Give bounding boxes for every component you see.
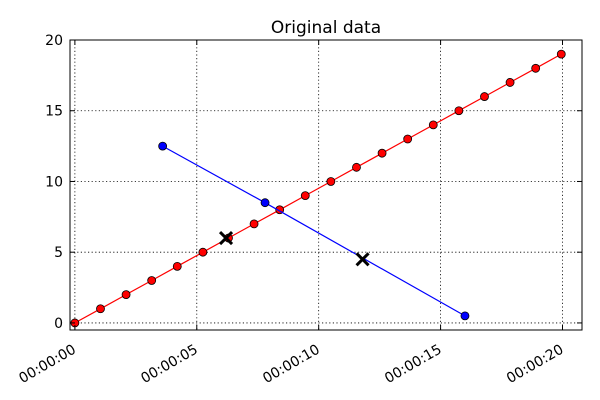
series-0-point: [172, 261, 182, 271]
series-0-point: [403, 134, 413, 144]
series-1-line: [162, 145, 466, 317]
series-0-line: [74, 53, 562, 324]
series-0-point: [377, 148, 387, 158]
series-0-point: [300, 191, 310, 201]
series-0-point: [454, 106, 464, 116]
series-0-point: [147, 276, 157, 285]
chart-title: Original data: [271, 18, 381, 38]
series-1-point: [260, 198, 270, 208]
series-0-point: [198, 247, 208, 257]
grid: [70, 39, 582, 330]
series-layer: [70, 49, 566, 328]
series-0-point: [121, 290, 131, 300]
x-tick-label: 00:00:00: [16, 342, 78, 387]
series-0-point: [480, 92, 489, 101]
y-tick-label: 0: [54, 316, 63, 332]
series-0-point: [505, 78, 515, 87]
y-tick-label: 5: [54, 245, 63, 261]
series-1-point: [158, 141, 168, 151]
x-tick-label: 00:00:15: [382, 342, 444, 387]
series-0-point: [249, 219, 259, 229]
series-0-point: [531, 63, 541, 73]
highlight-markers: [218, 230, 370, 267]
series-0-point: [96, 304, 105, 314]
y-tick-label: 15: [45, 104, 63, 120]
x-tick-label: 00:00:05: [138, 342, 200, 387]
series-0-point: [326, 177, 336, 186]
series-0-point: [428, 120, 438, 130]
y-tick-label: 10: [45, 174, 63, 190]
axis-ticks: 00:00:00 00:00:05 00:00:10 00:00:15 00:00:20…: [16, 33, 582, 387]
x-marker: [355, 252, 370, 267]
x-tick-label: 00:00:10: [260, 342, 322, 387]
series-0-point: [556, 49, 566, 59]
plot-frame: [69, 39, 583, 331]
x-tick-label: 00:00:20: [504, 342, 566, 387]
series-1-point: [460, 311, 470, 321]
y-tick-label: 20: [45, 33, 63, 49]
series-0-point: [352, 162, 361, 172]
x-marker: [218, 230, 234, 246]
